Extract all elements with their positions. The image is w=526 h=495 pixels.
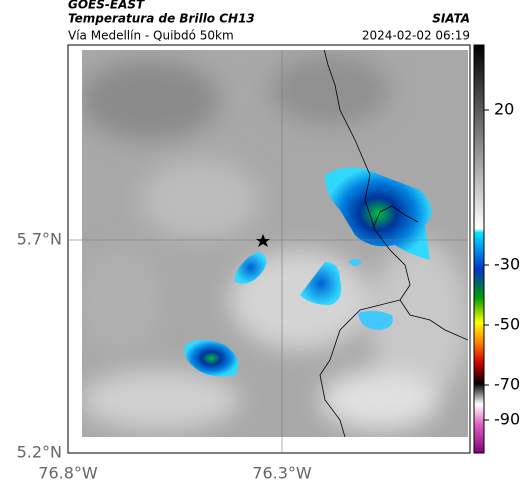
timestamp: 2024-02-02 06:19: [362, 29, 470, 43]
colorbar-label: -90: [494, 410, 520, 429]
location-marker: [256, 234, 270, 247]
subtitle: Vía Medellín - Quibdó 50km: [68, 29, 234, 43]
colorbar-label: 20: [494, 100, 514, 119]
colorbar-label: -50: [494, 315, 520, 334]
brand: SIATA: [432, 12, 470, 26]
x-tick-label: 76.3°W: [252, 464, 312, 483]
colorbar-label: -70: [494, 375, 520, 394]
y-tick-label: 5.7°N: [17, 230, 62, 249]
source: GOES-EAST: [68, 0, 145, 12]
y-tick-label: 5.2°N: [17, 443, 62, 462]
title: Temperatura de Brillo CH13: [68, 12, 255, 26]
colorbar-label: -30: [494, 255, 520, 274]
colorbar: [473, 44, 485, 454]
x-tick-label: 76.8°W: [38, 464, 98, 483]
satellite-image: [82, 50, 468, 437]
